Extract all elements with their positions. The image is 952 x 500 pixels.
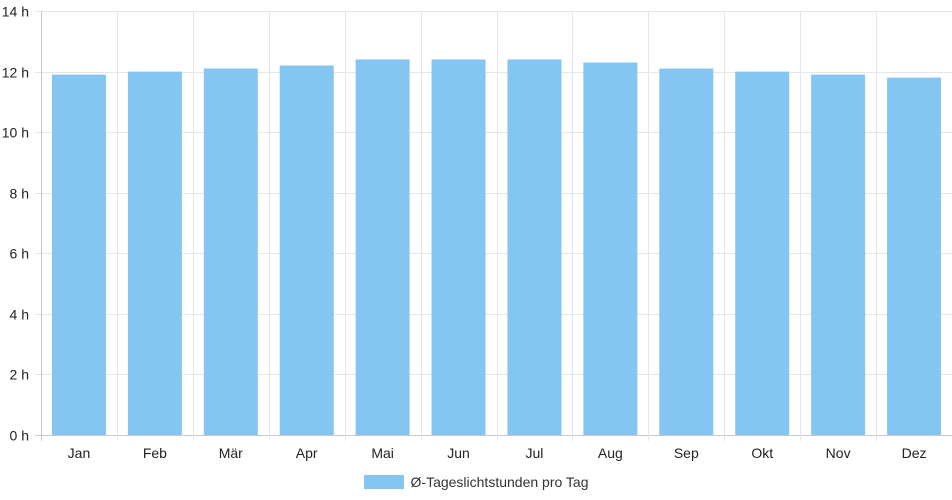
legend[interactable]: Ø-Tageslichtstunden pro Tag [0, 471, 952, 493]
bar [507, 59, 562, 435]
x-tick-label: Mai [371, 445, 394, 461]
x-tick-label: Okt [751, 445, 773, 461]
bar [583, 62, 638, 435]
y-tick-label: 0 h [10, 428, 29, 444]
x-tick-label: Jun [447, 445, 470, 461]
y-tick-label: 2 h [10, 367, 29, 383]
y-tick-label: 10 h [2, 125, 29, 141]
x-tick-label: Apr [296, 445, 318, 461]
bar [279, 65, 334, 435]
bar [811, 74, 866, 435]
bar [431, 59, 486, 435]
legend-swatch [363, 475, 404, 489]
x-tick-label: Feb [143, 445, 167, 461]
bar [51, 74, 106, 435]
bar [127, 71, 182, 436]
x-tick-label: Nov [826, 445, 851, 461]
y-tick-label: 8 h [10, 186, 29, 202]
x-tick-label: Aug [598, 445, 623, 461]
legend-label: Ø-Tageslichtstunden pro Tag [410, 474, 589, 490]
bar [659, 68, 714, 436]
y-tick-label: 6 h [10, 246, 29, 262]
bar [735, 71, 790, 436]
y-tick-label: 12 h [2, 65, 29, 81]
bar [887, 77, 942, 435]
bar [203, 68, 258, 436]
x-tick-label: Mär [219, 445, 243, 461]
x-tick-label: Jul [526, 445, 544, 461]
y-tick-label: 14 h [2, 4, 29, 20]
x-tick-label: Dez [902, 445, 927, 461]
x-tick-label: Jan [68, 445, 91, 461]
y-tick-label: 4 h [10, 307, 29, 323]
bar [355, 59, 410, 435]
x-tick-label: Sep [674, 445, 699, 461]
